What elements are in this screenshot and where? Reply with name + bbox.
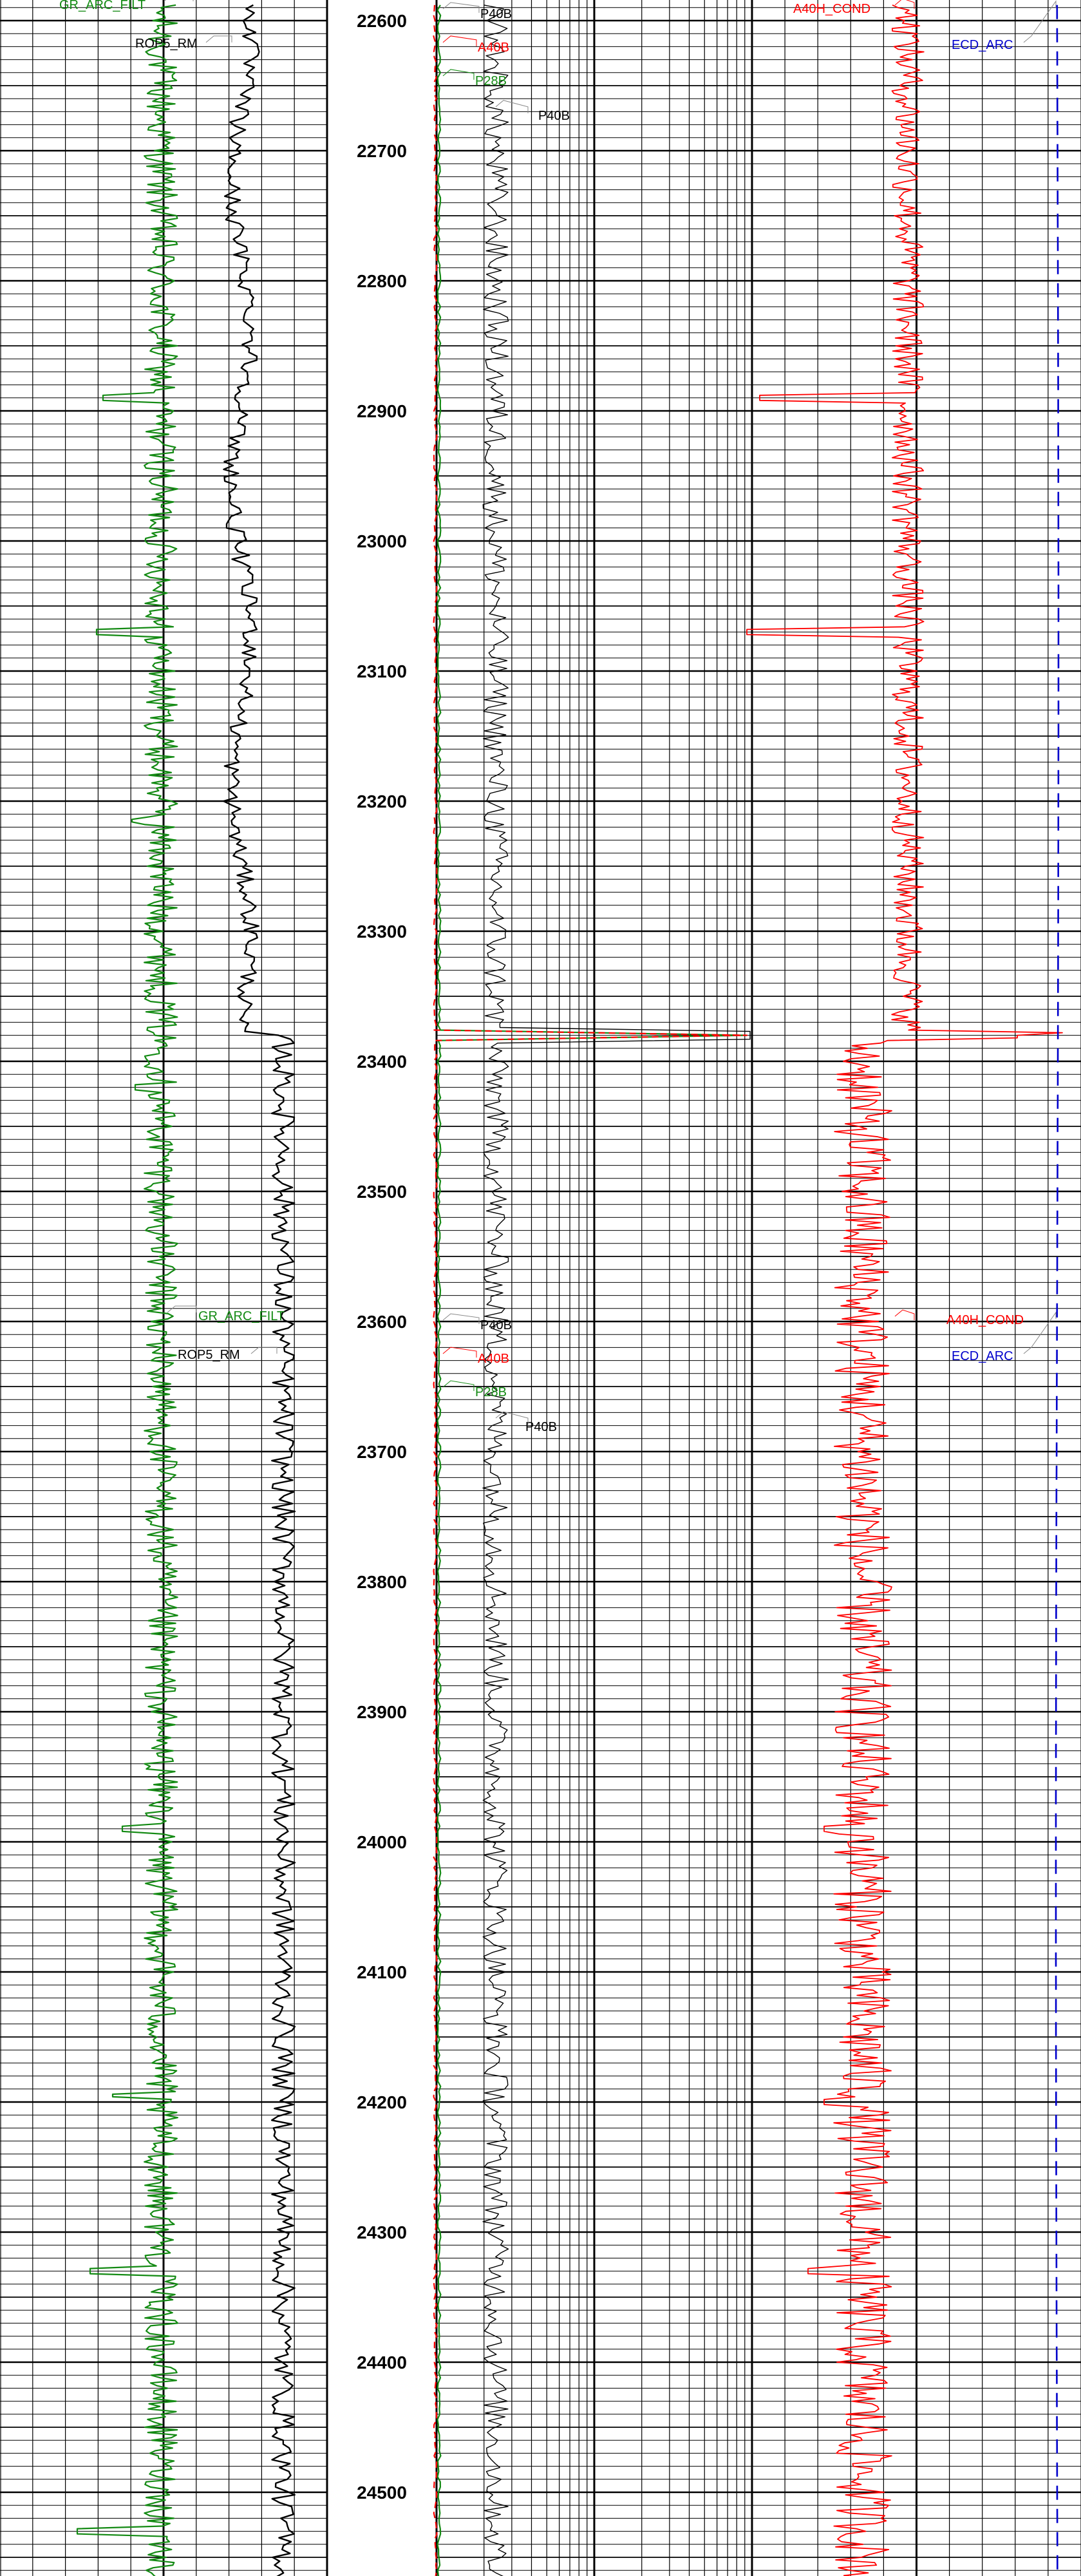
label-p40b: P40B xyxy=(480,1318,512,1332)
label-leader xyxy=(442,2,480,13)
depth-axis: 22600 22700 22800 22900 23000 23100 23200 23300… xyxy=(357,11,407,2503)
label-a40h-cond: A40H_COND xyxy=(793,2,870,16)
curve-layer xyxy=(76,4,1063,2576)
label-leader xyxy=(1023,1311,1057,1354)
depth-tick-label: 23400 xyxy=(357,1052,407,1072)
label-leader xyxy=(442,1313,480,1324)
depth-tick-label: 23000 xyxy=(357,531,407,551)
depth-tick-label: 24300 xyxy=(357,2222,407,2242)
label-gr-arc-filt: GR_ARC_FILT xyxy=(198,1309,285,1323)
label-leader xyxy=(894,0,915,9)
label-leader xyxy=(442,1380,475,1391)
depth-tick-label: 23600 xyxy=(357,1312,407,1332)
label-ecd-arc: ECD_ARC xyxy=(952,1349,1013,1363)
depth-tick-label: 23100 xyxy=(357,661,407,681)
label-leader xyxy=(442,35,477,46)
label-rop5-rm: ROP5_RM xyxy=(135,37,198,51)
depth-tick-label: 24400 xyxy=(357,2353,407,2372)
depth-tick-label: 22900 xyxy=(357,401,407,421)
depth-tick-label: 22800 xyxy=(357,271,407,291)
label-leader xyxy=(442,69,475,80)
label-leader xyxy=(1023,0,1057,43)
label-p28b: P28B xyxy=(475,74,507,88)
depth-tick-label: 23700 xyxy=(357,1442,407,1462)
label-leader xyxy=(442,1347,477,1358)
label-ecd-arc: ECD_ARC xyxy=(952,38,1013,52)
label-leader xyxy=(495,1411,529,1425)
label-gr-arc-filt: GR_ARC_FILT xyxy=(59,0,146,12)
depth-tick-label: 23200 xyxy=(357,791,407,811)
curve-p40b xyxy=(482,5,751,2576)
curve-a40h-cond xyxy=(746,4,1063,2576)
depth-tick-label: 24000 xyxy=(357,1832,407,1852)
label-p40b-lower: P40B xyxy=(538,109,570,123)
depth-tick-label: 23900 xyxy=(357,1702,407,1722)
label-leader xyxy=(205,35,232,43)
label-leader xyxy=(495,100,529,113)
depth-tick-label: 24200 xyxy=(357,2092,407,2112)
curve-ecd-arc xyxy=(1055,5,1060,2576)
depth-tick-label: 24500 xyxy=(357,2483,407,2503)
depth-tick-label: 24100 xyxy=(357,1962,407,1982)
label-a40b: A40B xyxy=(478,1352,509,1366)
depth-tick-label: 23300 xyxy=(357,922,407,942)
label-p40b: P40B xyxy=(480,7,512,21)
curve-rop5-rm xyxy=(223,4,296,2576)
label-p28b: P28B xyxy=(475,1385,507,1399)
label-a40h-cond: A40H_COND xyxy=(946,1313,1024,1327)
depth-tick-label: 23800 xyxy=(357,1572,407,1592)
label-leader xyxy=(167,1305,197,1313)
curve-a40b xyxy=(433,5,748,2576)
label-p40b-lower: P40B xyxy=(525,1420,557,1434)
label-rop5-rm: ROP5_RM xyxy=(178,1348,240,1362)
label-leader xyxy=(164,0,194,2)
label-leader xyxy=(250,1347,277,1354)
depth-tick-label: 22700 xyxy=(357,141,407,161)
label-a40b: A40B xyxy=(478,41,509,55)
depth-tick-label: 23500 xyxy=(357,1182,407,1202)
curve-label-layer: GR_ARC_FILT ROP5_RM P40B A40B P28B P40B A40H_C… xyxy=(59,0,1057,1434)
curve-gr-arc-filt xyxy=(76,4,179,2576)
label-leader xyxy=(894,1309,915,1320)
curve-p28b xyxy=(437,5,748,2576)
depth-tick-label: 22600 xyxy=(357,11,407,31)
